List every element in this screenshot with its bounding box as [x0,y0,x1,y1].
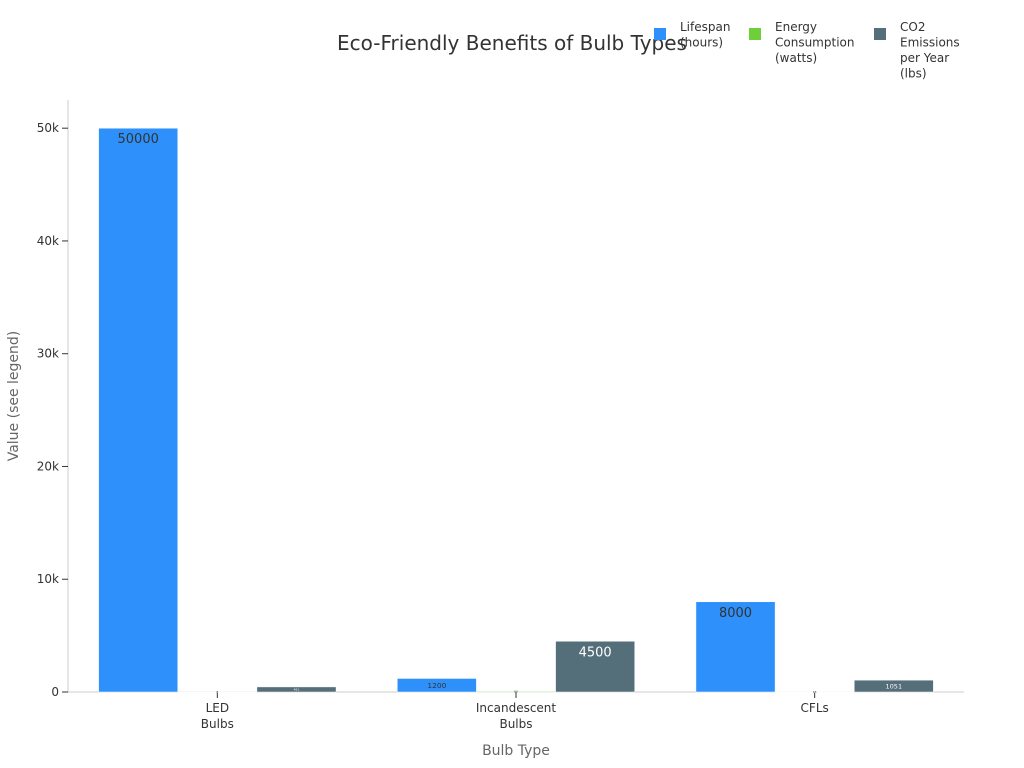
bar-label-series-1-0: 8 [216,690,218,694]
y-tick-label: 40k [37,234,59,248]
bar-series-0-0 [98,127,179,693]
y-tick-label: 10k [37,572,59,586]
bar-label-series-2-2: 1051 [886,682,903,690]
bar-label-series-2-0: 451 [294,688,300,692]
x-tick-label-line: CFLs [801,701,829,715]
bar-label-series-0-2: 8000 [719,606,752,621]
bar-series-2-1 [555,641,635,693]
bar-series-2-2 [853,679,934,693]
legend: Lifespan (hours) Energy Consumption (watts) C… [654,20,960,81]
legend-swatch-1 [749,28,761,40]
bar-labels: 50000 1200 8000 8 60 15 451 4500 1051 [118,132,903,694]
y-tick-label: 0 [51,685,59,699]
bar-series-2-0 [256,686,337,693]
x-tick-label: CFLs [801,701,829,715]
y-axis-ticks: 0 10k 20k 30k 40k 50k [37,121,68,699]
legend-entry-line: (watts) [775,51,817,65]
legend-swatch-2 [874,28,886,40]
bars [98,127,934,693]
bar-label-series-1-2: 15 [813,690,817,694]
x-axis-ticks: LED Bulbs Incandescent Bulbs CFLs [201,692,829,731]
x-tick-label-line: LED [206,701,230,715]
bar-label-series-0-1: 1200 [427,681,446,690]
x-tick-label-line: Bulbs [201,717,234,731]
bar-label-series-2-1: 4500 [579,645,612,660]
y-axis-title: Value (see legend) [6,331,22,462]
legend-entry-2: CO2 Emissions per Year (lbs) [900,20,960,81]
legend-entry-1: Energy Consumption (watts) [775,20,854,65]
y-tick-label: 50k [37,121,59,135]
legend-entry-line: per Year [900,51,949,65]
chart-title: Eco-Friendly Benefits of Bulb Types [337,31,687,55]
y-tick-label: 20k [37,459,59,473]
x-tick-label: Incandescent Bulbs [476,701,557,731]
legend-entry-line: Emissions [900,36,960,50]
x-tick-label: LED Bulbs [201,701,234,731]
legend-swatch-0 [654,28,666,40]
legend-entry-line: Lifespan [680,20,730,34]
x-tick-label-line: Incandescent [476,701,557,715]
legend-entry-line: CO2 [900,20,925,34]
bar-series-0-2 [695,601,776,693]
legend-entry-line: (lbs) [900,67,927,81]
bar-label-series-1-1: 60 [514,690,518,694]
legend-entry-line: Energy [775,20,817,34]
y-tick-label: 30k [37,347,59,361]
legend-entry-line: (hours) [680,36,723,50]
bar-label-series-0-0: 50000 [118,132,159,147]
bar-series-0-1 [397,678,477,693]
x-tick-label-line: Bulbs [499,717,532,731]
legend-entry-0: Lifespan (hours) [680,20,730,50]
legend-entry-line: Consumption [775,36,854,50]
x-axis-title: Bulb Type [482,743,550,759]
